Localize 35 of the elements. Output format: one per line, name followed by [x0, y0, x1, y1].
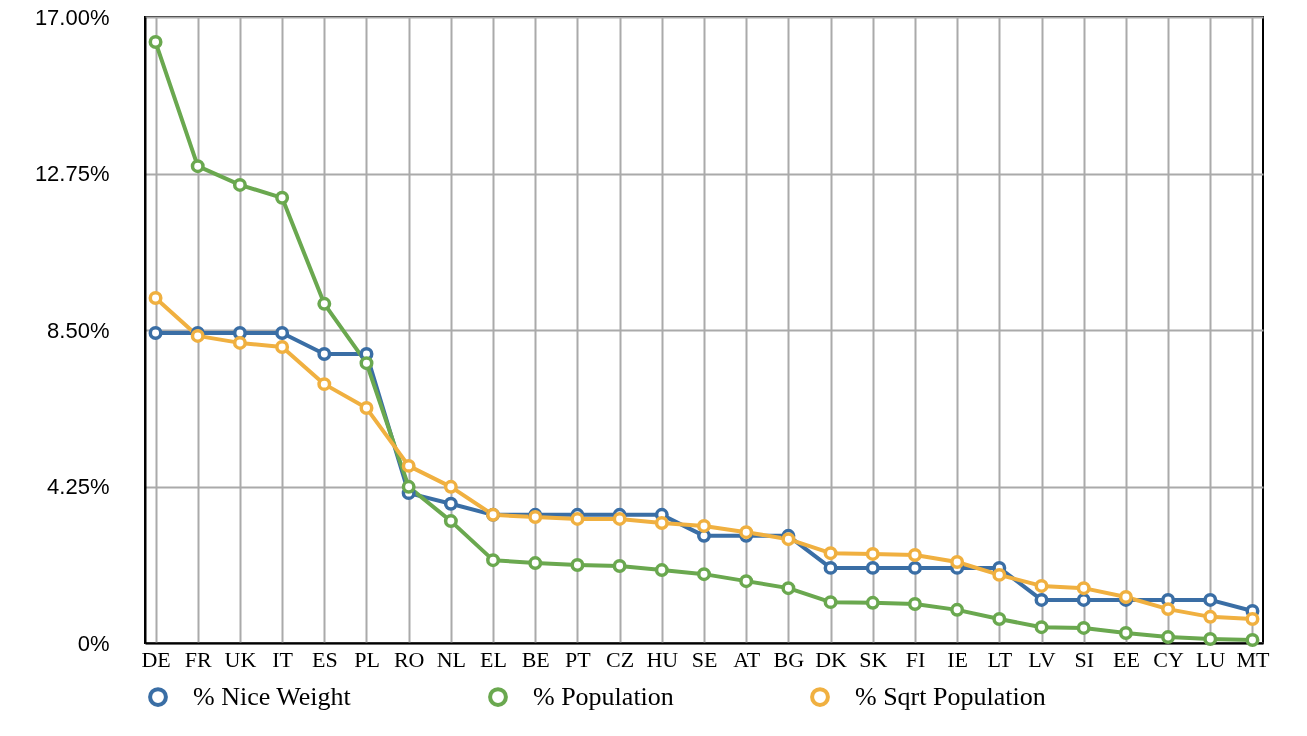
x-tick-label: AT — [733, 646, 761, 672]
y-tick-label: 4.25% — [47, 474, 110, 499]
y-tick-label: 8.50% — [47, 317, 110, 343]
x-tick-label: UK — [224, 646, 257, 672]
x-tick-label: NL — [436, 646, 467, 672]
x-tick-label: DE — [141, 646, 171, 672]
x-tick-label: SE — [691, 646, 718, 672]
x-tick-label: RO — [393, 646, 425, 672]
x-tick-label: MT — [1236, 646, 1271, 672]
x-tick-label: SK — [859, 646, 888, 672]
x-tick-label: EE — [1112, 646, 1140, 672]
x-tick-label: FI — [905, 646, 926, 672]
x-tick-label: LV — [1028, 646, 1056, 672]
y-tick-label: 0% — [77, 630, 110, 656]
x-tick-label: IT — [272, 646, 294, 672]
x-tick-label: ES — [311, 646, 338, 672]
x-tick-label: EL — [480, 646, 507, 672]
x-tick-label: IE — [947, 646, 969, 672]
x-tick-label: PT — [565, 646, 592, 672]
legend-label: % Nice Weight — [193, 682, 352, 712]
x-tick-label: CY — [1153, 646, 1184, 672]
x-tick-label: LU — [1196, 646, 1226, 672]
x-tick-label: FR — [184, 646, 213, 672]
legend-label: % Sqrt Population — [855, 682, 1046, 712]
x-tick-label: LT — [987, 646, 1013, 672]
x-tick-label: HU — [646, 646, 679, 672]
x-tick-label: BE — [521, 646, 550, 672]
x-tick-label: PL — [354, 646, 380, 672]
y-tick-label: 17.00% — [34, 4, 110, 30]
x-tick-label: DK — [815, 646, 848, 672]
x-tick-label: BG — [773, 646, 805, 672]
y-tick-label: 12.75% — [34, 161, 110, 186]
x-tick-label: SI — [1074, 646, 1094, 672]
legend-label: % Population — [533, 682, 674, 712]
x-tick-label: CZ — [606, 646, 635, 672]
